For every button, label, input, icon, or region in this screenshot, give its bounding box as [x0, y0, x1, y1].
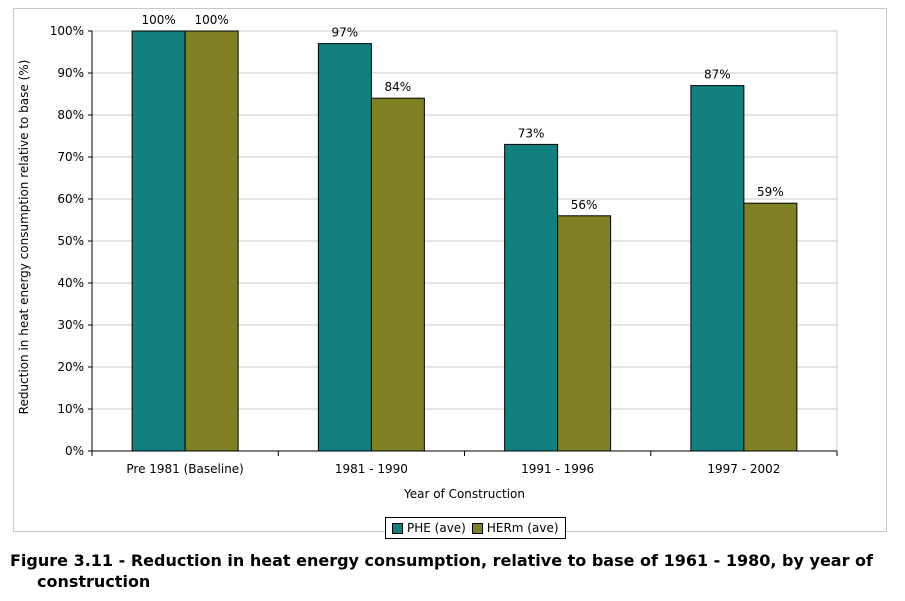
data-label: 87% [704, 68, 731, 82]
data-label: 56% [571, 198, 598, 212]
bar-0-3 [690, 85, 745, 452]
legend: PHE (ave) HERm (ave) [385, 517, 566, 539]
data-label: 59% [757, 185, 784, 199]
y-tick-label: 70% [57, 150, 84, 164]
data-label: 73% [518, 126, 545, 140]
chart-frame: 0% 10% 20% 30% 40% 50% 60% 70% 80% 90% 100% 100% 100… [13, 8, 887, 539]
x-tick-label: 1991 - 1996 [521, 462, 594, 476]
y-tick-label: 100% [50, 24, 84, 38]
bar-0-1 [317, 43, 372, 452]
y-tick-label: 10% [57, 402, 84, 416]
x-tick-label: 1997 - 2002 [707, 462, 780, 476]
axes [88, 30, 838, 456]
legend-item-herm: HERm (ave) [471, 521, 559, 535]
y-tick-label: 90% [57, 66, 84, 80]
x-axis-title: Year of Construction [403, 487, 525, 501]
legend-item-phe: PHE (ave) [392, 521, 466, 535]
legend-label-herm: HERm (ave) [486, 521, 559, 535]
y-tick-label: 50% [57, 234, 84, 248]
bar-0-0 [131, 30, 186, 452]
x-tick-label: Pre 1981 (Baseline) [126, 462, 244, 476]
y-tick-label: 20% [57, 360, 84, 374]
data-label: 100% [194, 13, 228, 27]
y-tick-label: 30% [57, 318, 84, 332]
bar-1-1 [370, 97, 425, 452]
legend-swatch-herm [471, 522, 483, 534]
x-tick-label: 1981 - 1990 [335, 462, 408, 476]
legend-label-phe: PHE (ave) [407, 521, 466, 535]
data-label: 84% [385, 80, 412, 94]
labels: 0% 10% 20% 30% 40% 50% 60% 70% 80% 90% 100% 100% 100… [50, 13, 784, 476]
data-label: 97% [332, 26, 359, 40]
caption-line-1: Figure 3.11 - Reduction in heat energy c… [10, 551, 873, 570]
bar-0-2 [504, 143, 559, 452]
bar-1-0 [184, 30, 239, 452]
bar-1-3 [743, 202, 798, 452]
data-label: 100% [141, 13, 175, 27]
bars [131, 30, 798, 452]
bar-1-2 [557, 215, 612, 452]
figure-caption: Figure 3.11 - Reduction in heat energy c… [10, 550, 890, 592]
y-axis-title: Reduction in heat energy consumption rel… [17, 60, 31, 415]
y-tick-label: 60% [57, 192, 84, 206]
y-tick-label: 80% [57, 108, 84, 122]
y-tick-label: 40% [57, 276, 84, 290]
y-tick-label: 0% [65, 444, 84, 458]
caption-line-2: construction [37, 572, 151, 591]
bar-chart: 0% 10% 20% 30% 40% 50% 60% 70% 80% 90% 100% 100% 100… [17, 13, 838, 501]
legend-swatch-phe [392, 522, 403, 534]
